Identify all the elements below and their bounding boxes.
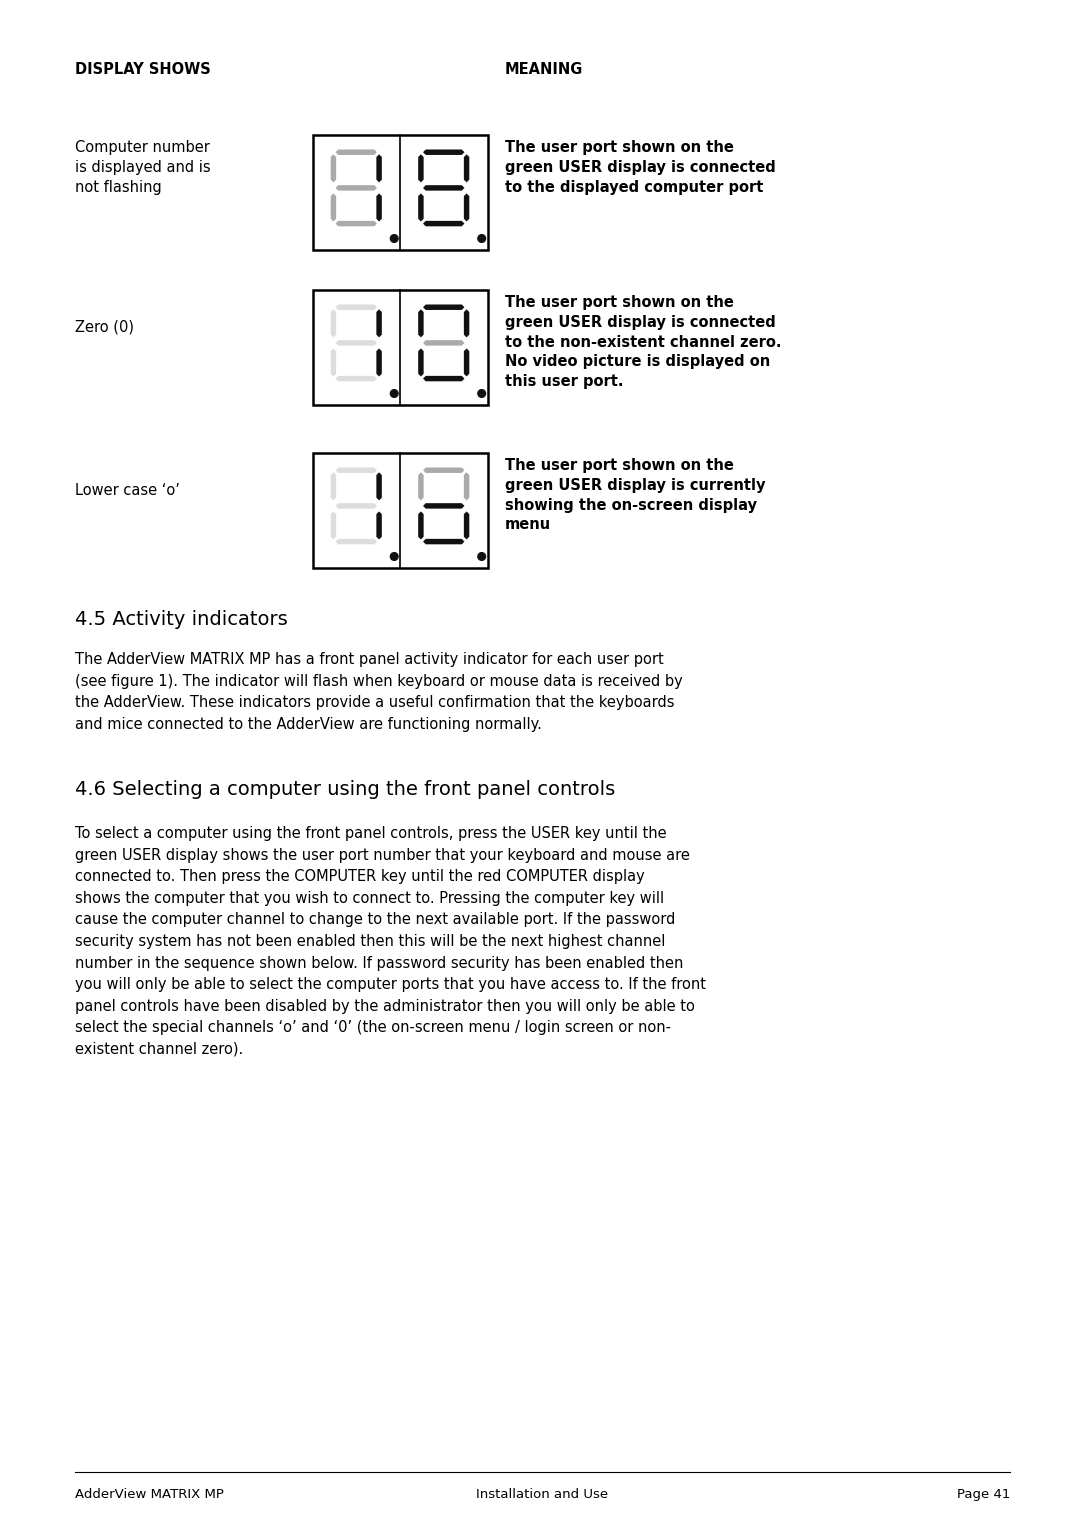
Polygon shape	[423, 221, 464, 226]
Polygon shape	[418, 348, 423, 377]
Polygon shape	[463, 512, 470, 539]
Polygon shape	[330, 194, 336, 221]
Polygon shape	[423, 467, 464, 473]
Text: The AdderView MATRIX MP has a front panel activity indicator for each user port
: The AdderView MATRIX MP has a front pane…	[75, 652, 683, 731]
Polygon shape	[423, 539, 464, 544]
Polygon shape	[336, 539, 377, 544]
Circle shape	[390, 553, 399, 560]
Bar	[312, 454, 487, 568]
Polygon shape	[376, 194, 382, 221]
Bar	[312, 290, 487, 405]
Polygon shape	[376, 472, 382, 501]
Polygon shape	[463, 348, 470, 377]
Polygon shape	[336, 504, 377, 508]
Polygon shape	[423, 504, 464, 508]
Polygon shape	[336, 341, 377, 345]
Polygon shape	[418, 512, 423, 539]
Polygon shape	[376, 348, 382, 377]
Polygon shape	[336, 221, 377, 226]
Polygon shape	[423, 341, 464, 345]
Circle shape	[477, 235, 486, 243]
Text: MEANING: MEANING	[505, 63, 583, 76]
Text: 4.5 Activity indicators: 4.5 Activity indicators	[75, 609, 287, 629]
Polygon shape	[463, 154, 470, 182]
Text: Installation and Use: Installation and Use	[476, 1487, 608, 1501]
Polygon shape	[418, 194, 423, 221]
Polygon shape	[336, 185, 377, 191]
Polygon shape	[336, 376, 377, 382]
Text: Lower case ‘o’: Lower case ‘o’	[75, 483, 180, 498]
Polygon shape	[330, 154, 336, 182]
Polygon shape	[376, 310, 382, 337]
Text: The user port shown on the
green USER display is connected
to the displayed comp: The user port shown on the green USER di…	[505, 140, 775, 194]
Text: Zero (0): Zero (0)	[75, 321, 134, 334]
Polygon shape	[336, 304, 377, 310]
Circle shape	[390, 235, 399, 243]
Circle shape	[477, 389, 486, 397]
Polygon shape	[423, 304, 464, 310]
Polygon shape	[463, 472, 470, 501]
Text: Computer number
is displayed and is
not flashing: Computer number is displayed and is not …	[75, 140, 211, 194]
Polygon shape	[423, 185, 464, 191]
Polygon shape	[463, 194, 470, 221]
Polygon shape	[376, 154, 382, 182]
Polygon shape	[330, 348, 336, 377]
Circle shape	[390, 389, 399, 397]
Polygon shape	[418, 154, 423, 182]
Text: 4.6 Selecting a computer using the front panel controls: 4.6 Selecting a computer using the front…	[75, 780, 616, 799]
Text: DISPLAY SHOWS: DISPLAY SHOWS	[75, 63, 211, 76]
Polygon shape	[423, 376, 464, 382]
Polygon shape	[330, 512, 336, 539]
Text: AdderView MATRIX MP: AdderView MATRIX MP	[75, 1487, 224, 1501]
Polygon shape	[423, 150, 464, 154]
Polygon shape	[418, 472, 423, 501]
Polygon shape	[330, 310, 336, 337]
Polygon shape	[330, 472, 336, 501]
Polygon shape	[418, 310, 423, 337]
Text: The user port shown on the
green USER display is currently
showing the on-screen: The user port shown on the green USER di…	[505, 458, 766, 533]
Text: To select a computer using the front panel controls, press the USER key until th: To select a computer using the front pan…	[75, 826, 706, 1057]
Text: Page 41: Page 41	[957, 1487, 1010, 1501]
Polygon shape	[376, 512, 382, 539]
Polygon shape	[336, 467, 377, 473]
Polygon shape	[336, 150, 377, 154]
Bar	[312, 134, 487, 250]
Circle shape	[477, 553, 486, 560]
Text: The user port shown on the
green USER display is connected
to the non-existent c: The user port shown on the green USER di…	[505, 295, 782, 389]
Polygon shape	[463, 310, 470, 337]
